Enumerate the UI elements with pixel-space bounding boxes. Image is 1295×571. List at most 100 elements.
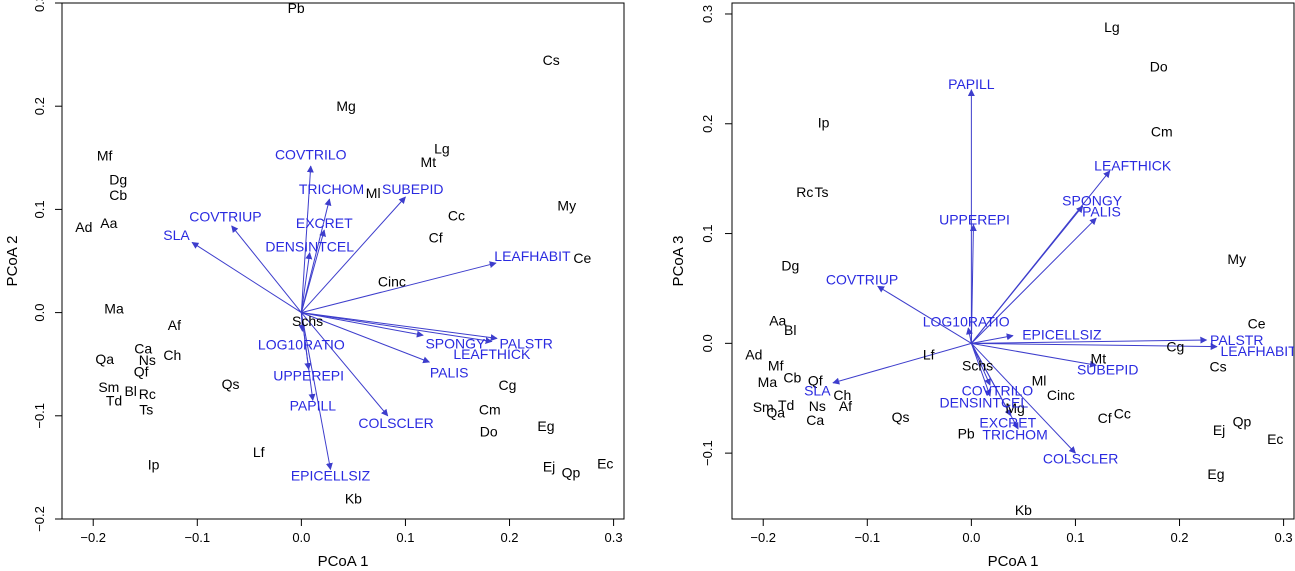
x-tick-label: 0.2 [500,530,518,545]
y-axis-label: PCoA 2 [4,236,21,287]
species-label: Do [1150,59,1168,75]
trait-label: UPPEREPI [273,368,344,384]
species-label: Qf [808,373,823,389]
trait-arrow [300,312,333,471]
species-label: Ip [148,456,160,472]
species-label: Lg [1104,19,1120,35]
x-axis-label: PCoA 1 [988,553,1039,570]
species-label: Aa [769,312,786,328]
species-label: Ch [163,347,181,363]
y-tick-label: 0.0 [700,334,715,352]
biplot-pcoa1-pcoa2: −0.2 −0.1 0.0 0.1 0.2 0.3 −0.2 −0.1 0.0 0.1 0.2 0.3… [4,0,625,570]
trait-label: LOG10RATIO [923,313,1010,329]
species-label: Sm [98,379,119,395]
species-label: Qa [766,405,785,421]
species-label: Eg [1207,466,1224,482]
species-label: My [1227,251,1246,267]
trait-label: LEAFTHICK [1094,157,1172,173]
y-tick-label: −0.1 [700,440,715,466]
species-label: Aa [100,215,117,231]
species-label: Cf [429,229,443,245]
trait-label: UPPEREPI [939,211,1010,227]
trait-label: EPICELLSIZ [291,468,371,484]
species-label: Dg [109,171,127,187]
species-label: Td [106,392,122,408]
species-label: Qs [222,376,240,392]
trait-label: DENSINTCEL [265,239,354,255]
species-label: Pb [288,0,305,16]
trait-arrow [969,224,977,344]
trait-arrow [970,343,991,386]
trait-arrow [300,229,326,313]
species-label: Bl [784,322,796,338]
trait-arrow [971,336,1208,344]
plot-frame [61,2,625,520]
species-label: Cm [1151,123,1173,139]
trait-arrow [301,312,431,364]
species-label: Ce [573,250,591,266]
species-label: Ts [139,402,153,418]
species-label: Bl [124,383,136,399]
trait-label: SUBEPID [382,181,443,197]
species-label: Cm [479,402,501,418]
trait-label: SLA [163,227,190,243]
trait-label: EXCRET [296,215,353,231]
species-label: Ce [1248,316,1266,332]
trait-label: LOG10RATIO [258,337,345,353]
trait-arrow [970,343,992,397]
trait-arrow [832,342,972,385]
trait-label: COLSCLER [358,415,433,431]
species-label: Rc [139,386,156,402]
y-tick-label: 0.3 [32,0,47,12]
species-label: Ec [1267,431,1283,447]
species-label: Cc [1114,406,1131,422]
trait-arrow [300,198,332,313]
species-label: Ch [833,387,851,403]
species-label: Do [480,423,498,439]
trait-label: EPICELLSIZ [1022,327,1102,343]
trait-label: COLSCLER [1043,451,1118,467]
trait-label: PALSTR [499,336,552,352]
trait-label: COVTRIUP [189,209,261,225]
trait-arrow [971,342,1076,454]
trait-label: TRICHOM [982,426,1047,442]
species-label: Cg [1166,339,1184,355]
species-label: Af [168,317,181,333]
species-label: Cc [448,208,465,224]
species-label: Ad [75,219,92,235]
trait-arrow [971,333,1014,344]
species-label: Af [839,398,852,414]
species-label: Kb [345,490,362,506]
trait-label: SUBEPID [1077,362,1138,378]
trait-arrow [191,242,302,314]
y-tick-label: −0.2 [32,506,47,532]
species-label: Ml [1032,373,1047,389]
species-label: Cf [1098,410,1112,426]
species-label: Mf [768,357,784,373]
trait-arrow [966,327,973,344]
trait-label: PAPILL [290,397,337,413]
trait-arrow [971,217,1097,344]
species-label: Cb [783,369,801,385]
species-label: Cs [1209,358,1226,374]
species-label: Cinc [378,274,406,290]
trait-arrow [971,342,1218,351]
species-label: My [557,197,576,213]
trait-arrow [300,196,406,313]
trait-arrow [301,261,497,314]
trait-arrow [971,342,1097,368]
species-label: Ns [139,352,156,368]
plot-frame [731,2,1295,520]
trait-label: DENSINTCEL [940,395,1029,411]
species-label: Td [778,397,794,413]
species-label: Rc [796,184,813,200]
trait-label: LEAFHABIT [1220,343,1295,359]
species-label: Ip [818,115,830,131]
trait-arrow [877,285,972,344]
trait-arrow [300,312,316,402]
species-label: Ec [597,455,613,471]
species-label: Mf [97,148,113,164]
species-label: Schs [292,313,323,329]
species-label: Schs [962,357,993,373]
